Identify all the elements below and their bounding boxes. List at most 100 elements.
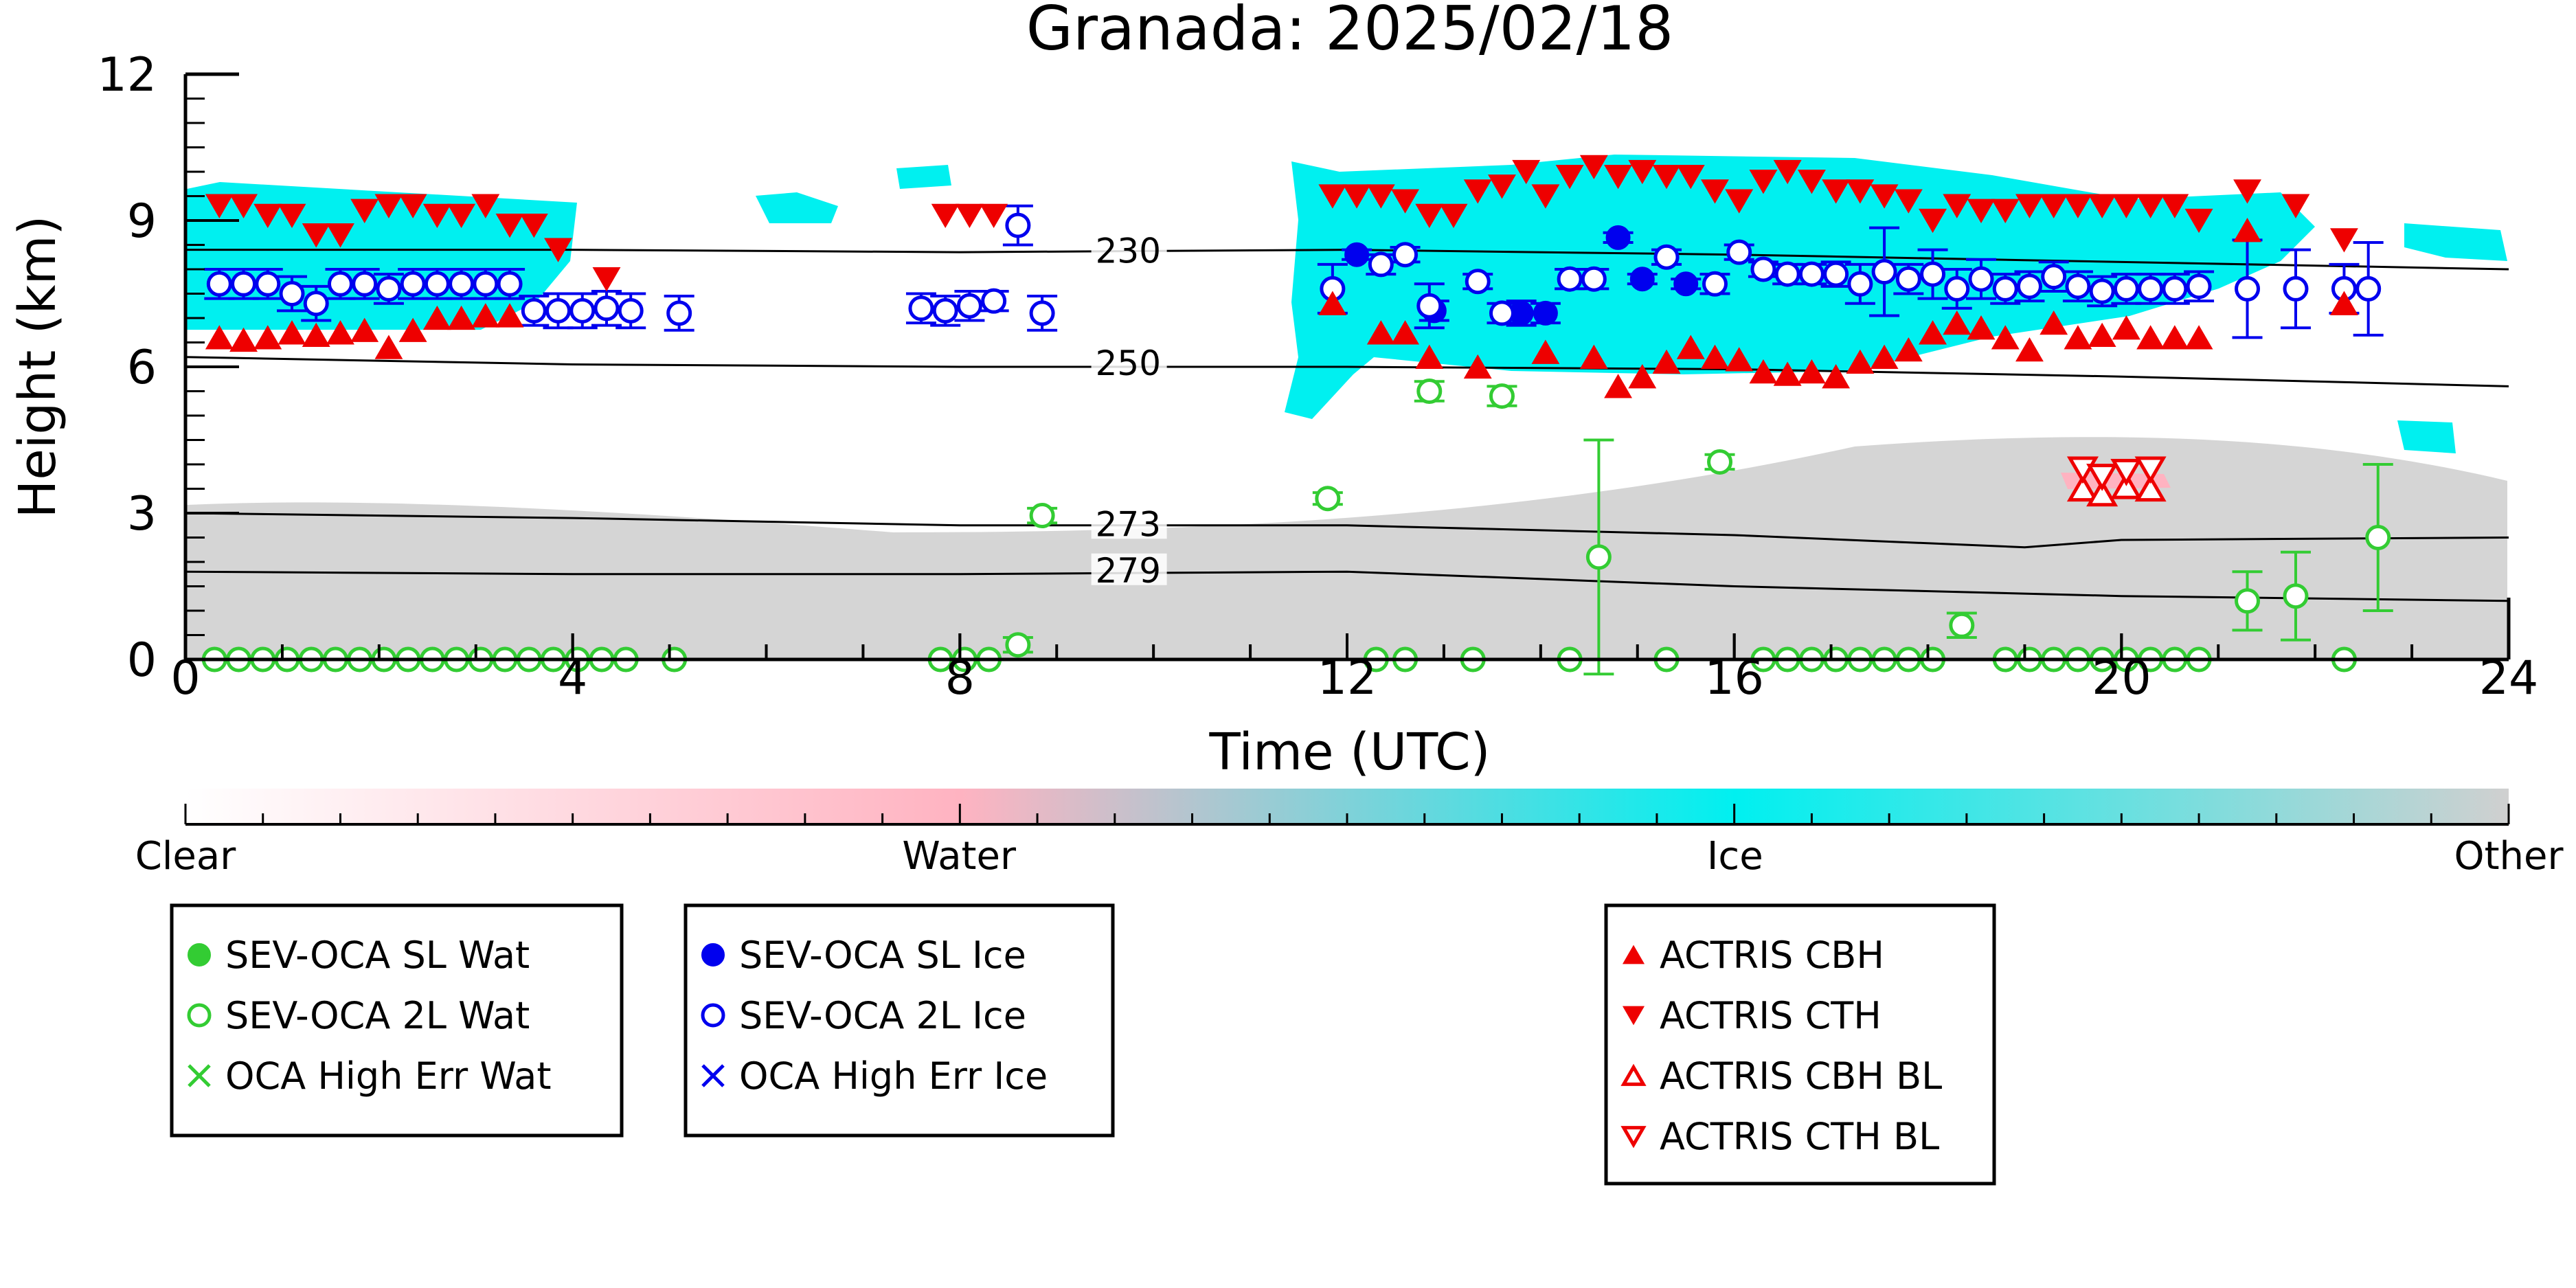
data-point bbox=[1676, 335, 1705, 359]
legend-frame bbox=[683, 903, 1115, 1138]
data-point bbox=[495, 303, 524, 328]
isotherm-label-bg-279 bbox=[1091, 553, 1167, 585]
data-point bbox=[1726, 239, 1752, 265]
data-point bbox=[2138, 275, 2164, 302]
data-point bbox=[618, 297, 644, 324]
data-point bbox=[2088, 194, 2116, 218]
isotherm-label-bg-273 bbox=[1091, 507, 1167, 539]
legend-marker bbox=[188, 943, 211, 967]
data-point bbox=[2136, 325, 2165, 350]
data-point bbox=[2184, 208, 2213, 234]
data-point bbox=[1968, 266, 1994, 292]
data-point bbox=[1391, 320, 1419, 345]
data-point bbox=[1943, 194, 1971, 218]
data-point bbox=[1416, 293, 1443, 319]
data-point bbox=[2134, 456, 2167, 484]
chart-title: Granada: 2025/02/18 bbox=[1026, 0, 1674, 64]
data-point bbox=[1798, 261, 1824, 287]
y-tick-label: 6 bbox=[127, 341, 157, 395]
legend-label: OCA High Err Ice bbox=[739, 1054, 1048, 1098]
legend-label: SEV-OCA 2L Wat bbox=[225, 994, 530, 1037]
data-point bbox=[1488, 174, 1516, 199]
data-point bbox=[1822, 364, 1851, 389]
legend-marker bbox=[1620, 1126, 1647, 1149]
data-point bbox=[2283, 275, 2309, 302]
data-point bbox=[302, 223, 330, 248]
data-point bbox=[1489, 383, 1515, 409]
ice-patch-5 bbox=[2404, 223, 2507, 261]
data-point bbox=[374, 194, 403, 218]
data-point bbox=[956, 293, 982, 319]
data-point bbox=[1463, 354, 1492, 379]
data-point bbox=[424, 271, 450, 297]
data-point bbox=[1531, 184, 1560, 209]
data-point bbox=[1701, 344, 1729, 369]
legend-frame bbox=[170, 903, 624, 1138]
isotherm-label-bg-230 bbox=[1091, 234, 1167, 266]
x-tick-label: 20 bbox=[2092, 651, 2151, 705]
data-point bbox=[2160, 194, 2189, 218]
data-point bbox=[1653, 244, 1680, 270]
data-point bbox=[1797, 359, 1826, 384]
data-point bbox=[376, 275, 402, 302]
data-point bbox=[1949, 612, 1975, 638]
data-point bbox=[2041, 264, 2067, 290]
data-point bbox=[1629, 267, 1655, 292]
legend-marker bbox=[701, 1064, 725, 1087]
data-point bbox=[2086, 479, 2119, 507]
data-point bbox=[2015, 194, 2044, 218]
data-point bbox=[569, 297, 596, 324]
legend-marker bbox=[187, 1003, 212, 1028]
data-point bbox=[1823, 261, 1849, 287]
legend-label: SEV-OCA 2L Ice bbox=[739, 994, 1026, 1037]
data-point bbox=[2110, 459, 2143, 486]
data-point bbox=[1725, 189, 1754, 214]
data-point bbox=[2355, 275, 2382, 302]
y-tick-label: 0 bbox=[127, 633, 157, 688]
data-point bbox=[1392, 242, 1419, 268]
data-point bbox=[1894, 337, 1923, 362]
data-point bbox=[1342, 184, 1371, 209]
data-point bbox=[279, 281, 305, 306]
data-point bbox=[1415, 344, 1444, 369]
isotherm-label-bg-250 bbox=[1091, 346, 1167, 378]
data-point bbox=[2066, 474, 2099, 502]
data-point bbox=[2136, 194, 2165, 218]
data-point bbox=[2281, 194, 2310, 218]
data-point bbox=[2088, 322, 2116, 347]
data-point bbox=[229, 194, 258, 218]
legend-label: ACTRIS CTH BL bbox=[1660, 1115, 1939, 1158]
data-point bbox=[2162, 275, 2188, 302]
data-point bbox=[1652, 349, 1681, 374]
data-point bbox=[352, 271, 378, 297]
data-point bbox=[2134, 474, 2167, 502]
data-point bbox=[980, 203, 1008, 229]
data-point bbox=[1416, 379, 1443, 404]
data-point bbox=[1628, 364, 1657, 389]
data-point bbox=[471, 303, 500, 328]
data-point bbox=[1366, 184, 1395, 209]
data-point bbox=[1895, 266, 1921, 292]
data-point bbox=[981, 288, 1007, 314]
data-point bbox=[1773, 159, 1802, 185]
data-point bbox=[1749, 359, 1778, 384]
legend-marker bbox=[1620, 1063, 1647, 1086]
data-point bbox=[2330, 291, 2358, 315]
y-tick-label: 12 bbox=[97, 48, 157, 102]
data-point bbox=[1944, 275, 1970, 302]
data-point bbox=[1846, 349, 1875, 374]
data-point bbox=[2066, 456, 2099, 484]
data-point bbox=[2064, 325, 2092, 350]
data-point bbox=[1604, 164, 1633, 190]
data-point bbox=[2235, 275, 2261, 302]
legend-frame bbox=[1604, 903, 1996, 1186]
data-point bbox=[1029, 300, 1055, 326]
data-point bbox=[1676, 164, 1705, 190]
data-point bbox=[398, 317, 427, 342]
isotherm-label-273: 273 bbox=[1096, 504, 1161, 544]
data-point bbox=[1991, 325, 2020, 350]
data-point bbox=[1415, 203, 1444, 229]
ice-patch-6 bbox=[2397, 420, 2456, 453]
data-point bbox=[1579, 344, 1608, 369]
colorbar-ticks bbox=[184, 804, 2510, 824]
